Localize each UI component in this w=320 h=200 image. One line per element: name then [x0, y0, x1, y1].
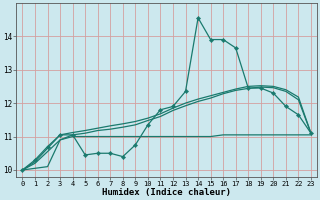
X-axis label: Humidex (Indice chaleur): Humidex (Indice chaleur): [102, 188, 231, 197]
